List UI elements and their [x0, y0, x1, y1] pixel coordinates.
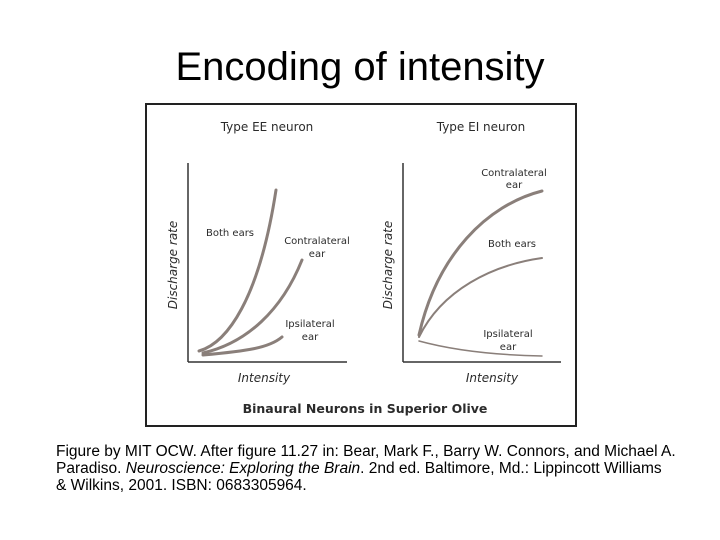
panel-ee: Type EE neuron Discharge rate Intensity … — [166, 120, 350, 385]
slide-title: Encoding of intensity — [175, 45, 545, 89]
figure-footer-title: Binaural Neurons in Superior Olive — [243, 401, 488, 416]
caption-book-title: Neuroscience: Exploring the Brain — [125, 460, 361, 477]
ee-label-contralateral-line1: Contralateral — [284, 236, 350, 247]
panel-ee-title: Type EE neuron — [220, 120, 314, 134]
figure-frame: Type EE neuron Discharge rate Intensity … — [145, 103, 577, 427]
panel-ee-xlabel: Intensity — [238, 371, 291, 385]
ei-curve-both-ears — [418, 257, 543, 338]
panel-ei-ylabel: Discharge rate — [381, 221, 395, 310]
ee-label-ipsilateral-line1: Ipsilateral — [285, 319, 334, 330]
panel-ei-xlabel: Intensity — [466, 371, 519, 385]
ei-label-ipsilateral-line2: ear — [500, 342, 517, 353]
ee-label-ipsilateral-line2: ear — [302, 332, 319, 343]
caption-part1: Figure by MIT OCW. After figure 11.27 in… — [56, 443, 676, 477]
ee-curve-ipsilateral — [201, 335, 284, 357]
binaural-neurons-figure: Type EE neuron Discharge rate Intensity … — [166, 120, 561, 416]
ei-label-contralateral-line1: Contralateral — [481, 168, 547, 179]
ee-label-contralateral-line2: ear — [309, 249, 326, 260]
panel-ee-ylabel: Discharge rate — [166, 221, 180, 310]
ei-curve-contralateral — [417, 189, 544, 337]
ee-label-both-ears: Both ears — [206, 228, 254, 239]
ei-label-both-ears: Both ears — [488, 239, 536, 250]
ei-label-contralateral-line2: ear — [506, 180, 523, 191]
figure-caption: Figure by MIT OCW. After figure 11.27 in… — [56, 443, 676, 494]
ee-curve-contralateral — [201, 258, 304, 355]
caption-part2: . 2nd ed. Baltimore, Md.: Lippincott Wil… — [56, 460, 662, 494]
panel-ei-title: Type EI neuron — [436, 120, 526, 134]
panel-ei: Type EI neuron Discharge rate Intensity … — [381, 120, 561, 385]
ee-curve-both-ears — [197, 188, 278, 353]
ei-label-ipsilateral-line1: Ipsilateral — [483, 329, 532, 340]
ei-curve-ipsilateral — [418, 340, 543, 357]
